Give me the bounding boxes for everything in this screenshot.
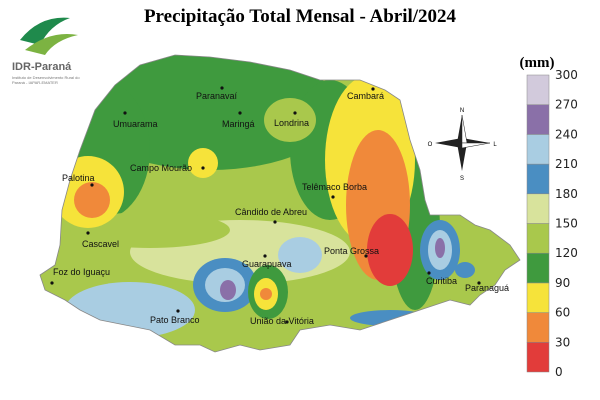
compass-label: L [493,142,497,148]
title: Precipitação Total Mensal - Abril/2024 [144,6,457,27]
legend-tick: 270 [555,98,578,112]
legend: 0 30 60 90 120 150 180 210 240 270 300 [526,68,578,379]
legend-band [526,342,550,373]
city: Maringá [222,119,255,129]
legend-tick: 210 [555,157,578,171]
city: União da Vitória [250,316,314,326]
legend-tick: 0 [555,365,563,379]
legend-tick: 120 [555,246,578,260]
legend-band [526,252,550,284]
logo: IDR-Paraná Instituto de Desenvolvimento … [12,17,80,85]
compass-label: O [428,142,433,148]
legend-tick: 240 [555,127,578,141]
compass: N S O L [428,108,498,182]
city: Guarapuava [242,259,292,269]
city: Paranaguá [465,283,509,293]
legend-tick: 150 [555,217,578,231]
city: Cascavel [82,239,119,249]
legend-tick: 60 [555,306,570,320]
state-outline [39,54,521,353]
logo-subtitle: Instituto de Desenvolvimento Rural do Pa… [12,75,80,85]
legend-tick: 30 [555,335,570,349]
city: Cândido de Abreu [235,207,307,217]
legend-band [526,312,550,343]
city: Curitiba [426,276,457,286]
city: Telêmaco Borba [302,182,367,192]
city: Campo Mourão [130,163,192,173]
city: Pato Branco [150,315,200,325]
city: Ponta Grossa [324,246,379,256]
compass-label: N [460,108,464,114]
legend-band [526,74,550,105]
legend-tick: 180 [555,187,578,201]
city: Cambará [347,91,384,101]
cities: Cambará Paranavaí Umuarama Maringá Londr… [50,86,509,326]
legend-band [526,223,550,254]
logo-name: IDR-Paraná [12,61,72,73]
legend-band [526,163,550,195]
legend-band [526,193,550,224]
legend-tick: 300 [555,68,578,82]
legend-unit: (mm) [520,55,555,71]
legend-band [526,104,550,135]
city: Paranavaí [196,91,238,101]
legend-band [526,134,550,165]
legend-band [526,282,550,313]
city: Umuarama [113,119,158,129]
city: Londrina [274,118,309,128]
city: Foz do Iguaçu [53,267,110,277]
legend-tick: 90 [555,276,570,290]
compass-label: S [460,176,464,182]
city: Palotina [62,173,95,183]
